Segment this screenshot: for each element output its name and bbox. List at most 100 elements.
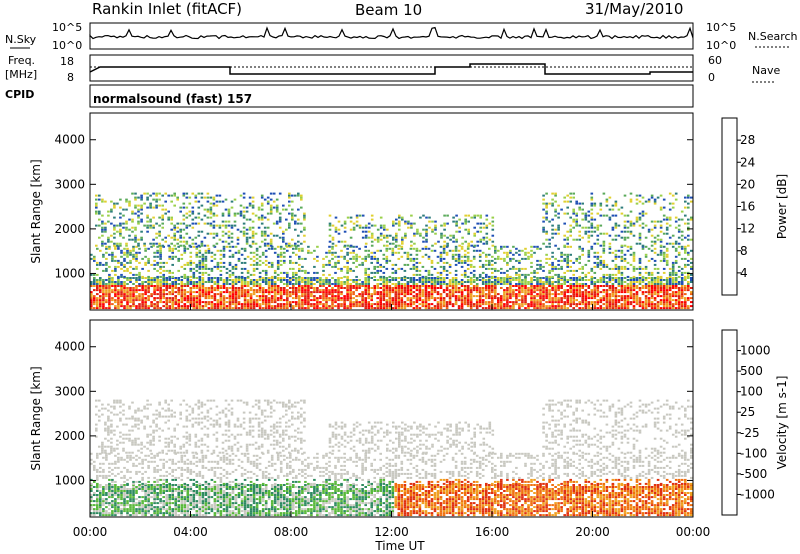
heatmap-cell xyxy=(203,196,207,199)
heatmap-cell xyxy=(128,228,131,231)
heatmap-cell xyxy=(560,293,563,296)
heatmap-cell xyxy=(623,226,627,229)
heatmap-cell xyxy=(301,303,304,306)
heatmap-cell xyxy=(204,281,208,283)
heatmap-cell xyxy=(200,244,204,247)
heatmap-cell xyxy=(665,242,669,245)
heatmap-cell xyxy=(424,275,428,278)
heatmap-cell xyxy=(665,303,669,306)
heatmap-cell xyxy=(527,293,530,296)
heatmap-cell xyxy=(331,283,334,285)
heatmap-cell xyxy=(99,285,102,287)
heatmap-cell xyxy=(674,301,678,304)
heatmap-cell xyxy=(307,281,310,283)
heatmap-cell xyxy=(279,279,283,281)
heatmap-cell xyxy=(560,208,563,211)
heatmap-cell xyxy=(395,218,398,221)
heatmap-cell xyxy=(463,261,467,264)
heatmap-cell xyxy=(563,297,566,300)
heatmap-cell xyxy=(400,277,404,279)
heatmap-cell xyxy=(533,245,536,248)
heatmap-cell xyxy=(506,305,509,308)
heatmap-cell xyxy=(147,277,150,279)
heatmap-cell xyxy=(297,234,300,237)
heatmap-cell xyxy=(180,297,184,300)
heatmap-cell xyxy=(240,253,244,256)
heatmap-cell xyxy=(126,305,129,308)
heatmap-cell xyxy=(234,305,238,308)
heatmap-cell xyxy=(126,287,129,289)
heatmap-cell xyxy=(228,245,232,248)
heatmap-cell xyxy=(454,257,458,260)
heatmap-cell xyxy=(542,230,545,233)
heatmap-cell xyxy=(210,279,214,281)
heatmap-cell xyxy=(135,291,138,294)
heatmap-cell xyxy=(231,295,235,298)
heatmap-cell xyxy=(264,297,268,300)
heatmap-cell xyxy=(394,287,398,289)
heatmap-cell xyxy=(687,275,690,278)
heatmap-cell xyxy=(201,305,205,308)
y-tick-label: 4000 xyxy=(54,133,85,147)
heatmap-cell xyxy=(367,253,370,256)
heatmap-cell xyxy=(677,295,681,298)
heatmap-cell xyxy=(533,251,536,254)
heatmap-cell xyxy=(129,251,132,254)
heatmap-cell xyxy=(195,283,199,285)
heatmap-cell xyxy=(684,297,687,300)
heatmap-cell xyxy=(644,305,648,308)
heatmap-cell xyxy=(539,281,542,283)
heatmap-cell xyxy=(418,269,422,272)
heatmap-cell xyxy=(174,299,177,302)
heatmap-cell xyxy=(575,269,578,272)
heatmap-cell xyxy=(215,200,219,203)
heatmap-cell xyxy=(325,283,328,285)
heatmap-cell xyxy=(126,291,129,294)
heatmap-cell xyxy=(433,279,437,281)
heatmap-cell xyxy=(123,307,126,310)
heatmap-cell xyxy=(584,214,588,217)
heatmap-cell xyxy=(159,285,162,287)
heatmap-cell xyxy=(343,230,347,233)
heatmap-cell xyxy=(159,307,162,310)
heatmap-cell xyxy=(557,283,560,285)
heatmap-cell xyxy=(458,244,461,247)
heatmap-cell xyxy=(164,208,167,211)
heatmap-cell xyxy=(629,253,633,256)
heatmap-cell xyxy=(275,220,279,223)
heatmap-cell xyxy=(533,289,536,292)
heatmap-cell xyxy=(192,303,196,306)
heatmap-cell xyxy=(476,222,479,225)
heatmap-cell xyxy=(412,267,416,270)
heatmap-cell xyxy=(391,287,395,289)
heatmap-cell xyxy=(563,271,566,274)
heatmap-cell xyxy=(129,249,132,252)
heatmap-cell xyxy=(635,202,639,205)
heatmap-cell xyxy=(292,251,295,254)
heatmap-cell xyxy=(518,253,521,256)
heatmap-cell xyxy=(364,281,367,283)
heatmap-cell xyxy=(641,247,645,250)
heatmap-cell xyxy=(394,263,398,266)
heatmap-cell xyxy=(105,247,108,250)
heatmap-cell xyxy=(626,303,630,306)
heatmap-cell xyxy=(386,244,389,247)
heatmap-cell xyxy=(587,291,591,294)
heatmap-cell xyxy=(195,277,199,279)
heatmap-cell xyxy=(367,249,370,252)
heatmap-cell xyxy=(542,303,545,306)
heatmap-cell xyxy=(252,301,256,304)
heatmap-cell xyxy=(126,247,129,250)
heatmap-cell xyxy=(494,283,497,285)
heatmap-cell xyxy=(388,279,392,281)
heatmap-cell xyxy=(469,289,473,292)
heatmap-cell xyxy=(503,305,506,308)
heatmap-cell xyxy=(283,277,286,279)
heatmap-cell xyxy=(500,303,503,306)
heatmap-cell xyxy=(569,285,572,287)
heatmap-cell xyxy=(476,214,479,217)
heatmap-cell xyxy=(503,251,506,254)
heatmap-cell xyxy=(177,283,180,285)
heatmap-cell xyxy=(608,305,612,308)
heatmap-cell xyxy=(219,257,223,260)
